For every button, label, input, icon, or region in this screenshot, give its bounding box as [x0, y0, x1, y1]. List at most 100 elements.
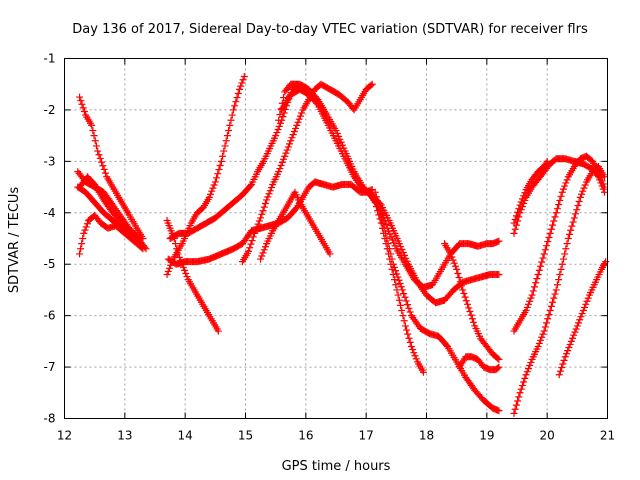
data-point [294, 118, 302, 126]
data-point [395, 276, 403, 284]
data-point [259, 249, 267, 257]
x-tick-label: 18 [419, 429, 434, 443]
plot-frame [64, 58, 608, 419]
data-point [208, 187, 216, 195]
data-point [380, 224, 388, 232]
data-point [520, 378, 528, 386]
data-point [453, 265, 461, 273]
data-point [386, 230, 394, 238]
data-markers [74, 73, 610, 417]
data-point [584, 294, 592, 302]
data-point [94, 147, 102, 155]
data-point [263, 196, 271, 204]
data-point [465, 304, 473, 312]
data-point [276, 111, 284, 119]
data-point [172, 240, 180, 248]
y-tick-label: -7 [44, 360, 56, 374]
data-point [456, 278, 464, 286]
data-point [232, 98, 240, 106]
data-point [523, 303, 531, 311]
data-point [400, 317, 408, 325]
data-point [557, 192, 565, 200]
data-point [296, 112, 304, 120]
data-point [579, 187, 587, 195]
data-point [326, 250, 334, 258]
data-point [571, 328, 579, 336]
data-point [393, 270, 401, 278]
data-point [398, 286, 406, 294]
x-tick-label: 12 [57, 429, 72, 443]
x-tick-label: 16 [298, 429, 313, 443]
series-arc-7 [163, 73, 248, 278]
data-point [495, 355, 503, 363]
data-point [77, 97, 85, 105]
data-point [448, 253, 456, 261]
data-point [572, 210, 580, 218]
data-point [136, 235, 144, 242]
data-point [247, 240, 255, 248]
data-point [245, 247, 253, 255]
data-point [540, 327, 548, 335]
data-point [281, 152, 289, 160]
data-point [227, 116, 235, 124]
data-point [602, 258, 610, 266]
data-point [570, 331, 578, 339]
data-point [402, 297, 410, 305]
data-point [231, 102, 239, 110]
data-point [267, 184, 275, 192]
data-point [221, 142, 229, 150]
data-point [562, 245, 570, 253]
data-point [395, 296, 403, 304]
data-point [282, 149, 290, 157]
data-point [547, 302, 555, 310]
data-point [454, 269, 462, 277]
data-point [337, 138, 345, 146]
data-point [564, 235, 572, 242]
data-point [276, 119, 284, 127]
data-point [544, 238, 552, 246]
data-point [228, 111, 236, 119]
grid-lines [64, 58, 608, 419]
data-point [260, 246, 268, 254]
data-point [533, 275, 541, 283]
data-point [568, 222, 576, 230]
data-point [286, 140, 294, 148]
data-point [464, 300, 472, 308]
data-point [216, 161, 224, 169]
x-tick-label: 20 [540, 429, 555, 443]
data-point [225, 127, 233, 134]
data-point [563, 240, 571, 248]
data-point [214, 327, 222, 335]
data-point [411, 352, 419, 360]
data-point [254, 220, 262, 228]
data-point [573, 322, 581, 330]
data-point [293, 121, 301, 129]
data-point [402, 254, 410, 262]
data-point [580, 184, 588, 192]
data-point [272, 132, 280, 140]
data-point [79, 235, 87, 242]
data-point [313, 99, 321, 107]
data-point [495, 407, 503, 415]
data-point [512, 212, 520, 220]
data-point [401, 251, 409, 259]
data-point [541, 323, 549, 331]
data-point [257, 255, 265, 263]
data-point [287, 137, 295, 145]
data-point [90, 132, 98, 140]
data-point [451, 262, 459, 270]
data-point [298, 109, 306, 117]
data-point [576, 316, 584, 324]
data-point [460, 290, 468, 298]
data-point [574, 202, 582, 210]
data-point [561, 250, 569, 258]
data-point [524, 365, 532, 373]
data-point [78, 240, 86, 248]
data-point [552, 209, 560, 217]
data-point [210, 181, 218, 189]
data-point [583, 297, 591, 305]
data-point [449, 256, 457, 264]
data-point [511, 405, 519, 413]
data-point [511, 225, 519, 233]
series-arc-15 [371, 188, 503, 415]
